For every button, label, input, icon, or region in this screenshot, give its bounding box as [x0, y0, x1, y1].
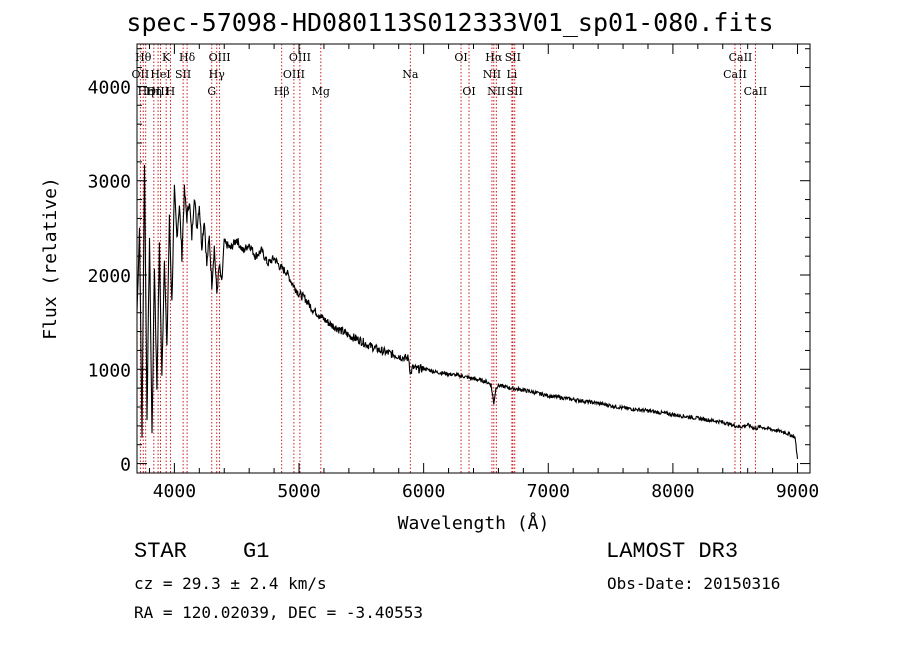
y-tick-label: 4000 — [88, 77, 131, 98]
axis-tick-labels: 4000 5000 6000 7000 8000 9000 0 1000 2000 3000 400… — [88, 77, 820, 502]
emission-line-label: H — [166, 85, 176, 98]
emission-line-label: Hα — [485, 51, 503, 64]
emission-line-label: SII — [507, 85, 523, 98]
emission-line-label: Hγ — [209, 68, 226, 81]
emission-line-label: OIII — [283, 68, 305, 81]
emission-line-label: OIII — [147, 85, 169, 98]
x-tick-label: 5000 — [277, 481, 320, 502]
coordinates: RA = 120.02039, DEC = -3.40553 — [134, 603, 423, 622]
x-tick-label: 7000 — [527, 481, 570, 502]
emission-line-label: Hβ — [274, 85, 290, 98]
plot-frame — [136, 43, 811, 474]
emission-line-label: OIII — [209, 51, 231, 64]
emission-line-label: Mg — [312, 85, 330, 98]
x-axis-label: Wavelength (Å) — [398, 512, 550, 534]
object-class: STAR — [134, 539, 187, 564]
emission-line-label: HeI — [150, 68, 170, 81]
emission-line-label: CaII — [723, 68, 747, 81]
survey-name: LAMOST DR3 — [606, 539, 739, 564]
chart-title: spec-57098-HD080113S012333V01_sp01-080.f… — [126, 8, 774, 37]
emission-line-label: OII — [132, 68, 150, 81]
emission-line-label: NII — [483, 68, 501, 81]
y-axis-label: Flux (relative) — [40, 177, 61, 340]
y-tick-label: 1000 — [88, 360, 131, 381]
emission-line-label: Hδ — [179, 51, 196, 64]
x-tick-label: 9000 — [776, 481, 819, 502]
y-tick-label: 0 — [120, 455, 131, 476]
emission-line-label: Hθ — [135, 51, 152, 64]
obs-date: Obs-Date: 20150316 — [607, 574, 781, 593]
emission-line-label: K — [162, 51, 171, 64]
subclass: G1 — [243, 539, 270, 564]
emission-line-label: OIII — [289, 51, 311, 64]
emission-line-label: NII — [487, 85, 505, 98]
emission-line-labels: OIIHθHηHηOIIIHeIKHSIIHδGHγOIIIHβOIIIOIII… — [132, 51, 768, 98]
emission-line-label: CaII — [744, 85, 768, 98]
x-tick-label: 8000 — [651, 481, 694, 502]
emission-line-label: Li — [506, 68, 517, 81]
redshift-value: cz = 29.3 ± 2.4 km/s — [134, 574, 327, 593]
emission-line-label: Hη — [146, 85, 162, 98]
axis-ticks — [137, 44, 810, 473]
emission-line-label: Hη — [138, 85, 154, 98]
emission-line-label: SII — [505, 51, 521, 64]
emission-line-label: G — [207, 85, 216, 98]
x-tick-label: 6000 — [402, 481, 445, 502]
emission-line-label: OI — [462, 85, 475, 98]
y-tick-label: 2000 — [88, 266, 131, 287]
emission-line-label: OI — [454, 51, 467, 64]
y-tick-label: 3000 — [88, 172, 131, 193]
emission-line-label: Na — [402, 68, 419, 81]
emission-line-label: CaII — [729, 51, 753, 64]
emission-line-label: SII — [175, 68, 191, 81]
x-tick-label: 4000 — [153, 481, 196, 502]
emission-line-markers — [139, 44, 756, 473]
spectrum-line — [136, 164, 799, 459]
